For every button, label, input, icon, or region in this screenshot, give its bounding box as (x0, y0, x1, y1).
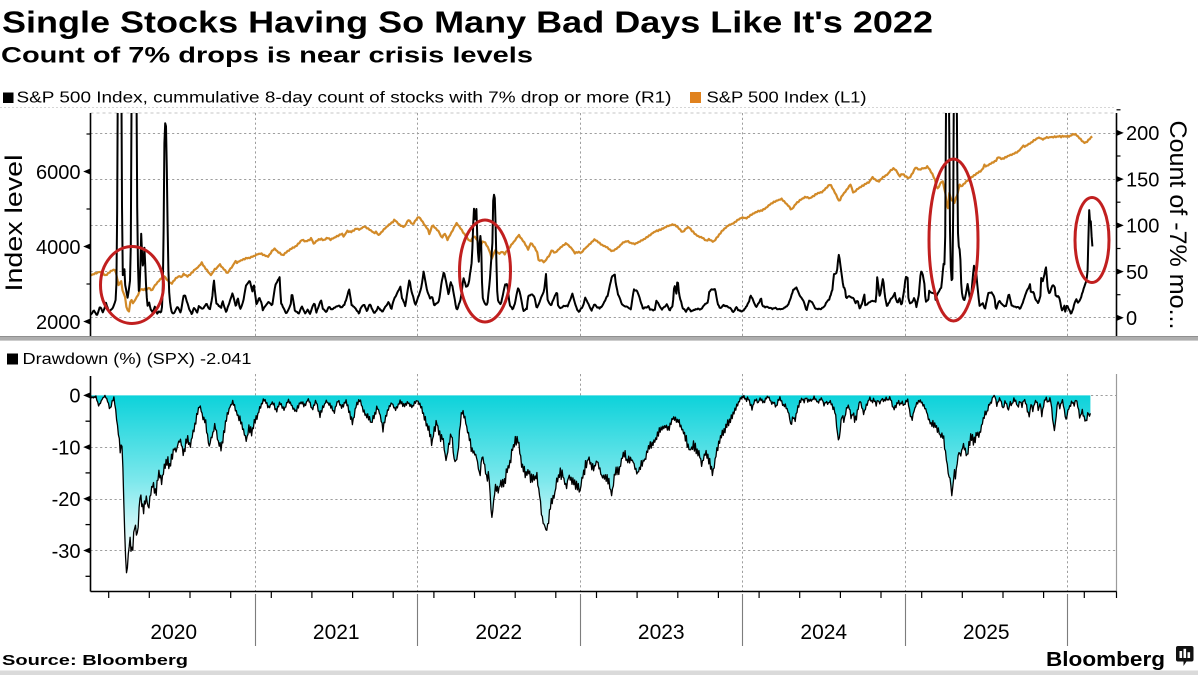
svg-text:2020: 2020 (150, 621, 197, 644)
svg-text:-20: -20 (52, 489, 81, 511)
svg-text:100: 100 (1126, 216, 1159, 238)
svg-text:6000: 6000 (36, 162, 81, 184)
svg-text:2021: 2021 (313, 621, 360, 644)
svg-text:Count of -7% mo...: Count of -7% mo... (1164, 121, 1191, 330)
svg-text:50: 50 (1126, 262, 1148, 284)
svg-text:Drawdown (%) (SPX) -2.041: Drawdown (%) (SPX) -2.041 (23, 351, 252, 368)
svg-text:0: 0 (1126, 308, 1137, 330)
svg-text:2022: 2022 (475, 621, 522, 644)
svg-text:2000: 2000 (36, 312, 81, 334)
svg-text:-30: -30 (52, 541, 81, 563)
svg-text:200: 200 (1126, 123, 1159, 145)
svg-text:Bloomberg: Bloomberg (1046, 648, 1165, 671)
svg-text:2025: 2025 (963, 621, 1010, 644)
svg-text:2023: 2023 (638, 621, 685, 644)
svg-text:Count of 7% drops is near cris: Count of 7% drops is near crisis levels (1, 43, 533, 68)
svg-text:2024: 2024 (800, 621, 847, 644)
svg-text:150: 150 (1126, 169, 1159, 191)
svg-text:-10: -10 (52, 437, 81, 459)
svg-text:Single Stocks Having So Many B: Single Stocks Having So Many Bad Days Li… (2, 5, 933, 40)
svg-text:Source: Bloomberg: Source: Bloomberg (2, 652, 188, 669)
svg-text:S&P 500 Index, cummulative 8-d: S&P 500 Index, cummulative 8-day count o… (17, 90, 672, 107)
svg-text:S&P 500 Index (L1): S&P 500 Index (L1) (707, 90, 867, 107)
svg-text:4000: 4000 (36, 237, 81, 259)
svg-text:Index level: Index level (1, 155, 28, 292)
svg-text:0: 0 (69, 386, 80, 408)
